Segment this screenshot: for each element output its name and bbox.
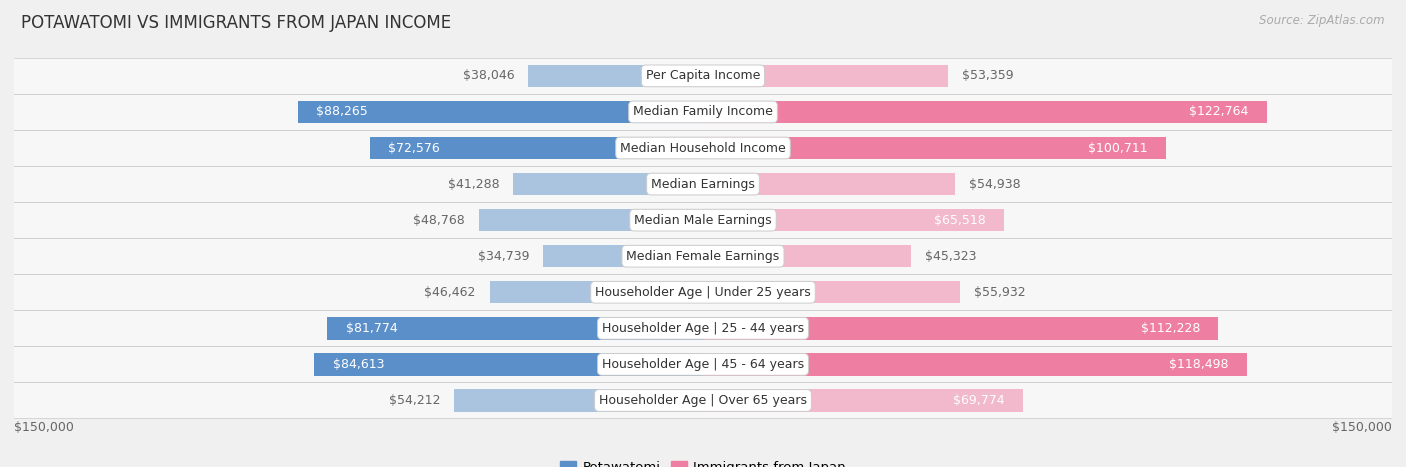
Bar: [14, 94, 1392, 130]
Text: $112,228: $112,228: [1140, 322, 1201, 335]
Text: Householder Age | 45 - 64 years: Householder Age | 45 - 64 years: [602, 358, 804, 371]
Bar: [298, 101, 703, 123]
Text: $53,359: $53,359: [962, 70, 1014, 82]
Text: $46,462: $46,462: [425, 286, 475, 299]
Text: $100,711: $100,711: [1088, 142, 1147, 155]
Text: $150,000: $150,000: [1331, 421, 1392, 434]
Text: $54,938: $54,938: [969, 177, 1021, 191]
Bar: [14, 130, 1392, 166]
Bar: [14, 274, 1392, 310]
Bar: [328, 317, 703, 340]
Bar: [513, 173, 703, 195]
Text: Median Female Earnings: Median Female Earnings: [627, 250, 779, 263]
Text: POTAWATOMI VS IMMIGRANTS FROM JAPAN INCOME: POTAWATOMI VS IMMIGRANTS FROM JAPAN INCO…: [21, 14, 451, 32]
Bar: [315, 353, 703, 375]
Text: Householder Age | Over 65 years: Householder Age | Over 65 years: [599, 394, 807, 407]
Text: $72,576: $72,576: [388, 142, 440, 155]
Bar: [370, 137, 703, 159]
Bar: [703, 353, 1247, 375]
Bar: [703, 173, 955, 195]
Bar: [703, 317, 1219, 340]
Text: $45,323: $45,323: [925, 250, 976, 263]
Bar: [14, 310, 1392, 347]
Text: $55,932: $55,932: [974, 286, 1025, 299]
Bar: [454, 389, 703, 411]
Bar: [529, 65, 703, 87]
Text: Per Capita Income: Per Capita Income: [645, 70, 761, 82]
Text: Source: ZipAtlas.com: Source: ZipAtlas.com: [1260, 14, 1385, 27]
Bar: [703, 389, 1024, 411]
Bar: [14, 347, 1392, 382]
Text: $69,774: $69,774: [953, 394, 1005, 407]
Legend: Potawatomi, Immigrants from Japan: Potawatomi, Immigrants from Japan: [555, 456, 851, 467]
Text: Householder Age | Under 25 years: Householder Age | Under 25 years: [595, 286, 811, 299]
Text: $150,000: $150,000: [14, 421, 75, 434]
Text: $118,498: $118,498: [1170, 358, 1229, 371]
Text: Median Family Income: Median Family Income: [633, 106, 773, 119]
Text: Median Household Income: Median Household Income: [620, 142, 786, 155]
Bar: [703, 209, 1004, 231]
Text: $65,518: $65,518: [934, 213, 986, 226]
Bar: [14, 202, 1392, 238]
Text: $81,774: $81,774: [346, 322, 398, 335]
Text: $122,764: $122,764: [1189, 106, 1249, 119]
Bar: [703, 101, 1267, 123]
Bar: [14, 166, 1392, 202]
Text: Median Earnings: Median Earnings: [651, 177, 755, 191]
Bar: [14, 58, 1392, 94]
Text: Householder Age | 25 - 44 years: Householder Age | 25 - 44 years: [602, 322, 804, 335]
Bar: [14, 382, 1392, 418]
Bar: [703, 137, 1166, 159]
Bar: [703, 245, 911, 268]
Bar: [14, 238, 1392, 274]
Bar: [479, 209, 703, 231]
Bar: [703, 281, 960, 304]
Bar: [489, 281, 703, 304]
Bar: [703, 65, 948, 87]
Text: $38,046: $38,046: [463, 70, 515, 82]
Text: $88,265: $88,265: [316, 106, 368, 119]
Text: $54,212: $54,212: [388, 394, 440, 407]
Text: Median Male Earnings: Median Male Earnings: [634, 213, 772, 226]
Text: $84,613: $84,613: [333, 358, 384, 371]
Text: $41,288: $41,288: [449, 177, 499, 191]
Bar: [544, 245, 703, 268]
Text: $34,739: $34,739: [478, 250, 530, 263]
Text: $48,768: $48,768: [413, 213, 465, 226]
